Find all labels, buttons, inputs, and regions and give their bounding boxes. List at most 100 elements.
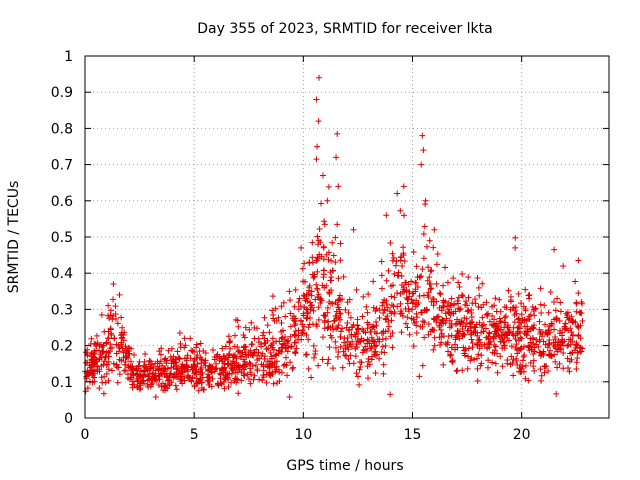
data-point xyxy=(474,342,481,349)
data-point xyxy=(311,273,318,280)
data-point xyxy=(93,332,100,339)
data-point xyxy=(258,361,265,368)
data-point xyxy=(387,308,394,315)
data-point xyxy=(546,337,553,344)
data-point xyxy=(459,367,466,374)
data-point xyxy=(173,365,180,372)
data-point xyxy=(209,346,216,353)
data-point xyxy=(372,308,379,315)
data-point xyxy=(560,350,567,357)
data-point xyxy=(576,309,583,316)
data-point xyxy=(287,297,294,304)
data-point xyxy=(320,274,327,281)
data-point xyxy=(197,376,204,383)
data-point xyxy=(306,282,313,289)
data-point xyxy=(187,335,194,342)
data-point xyxy=(222,343,229,350)
data-point xyxy=(569,332,576,339)
data-point xyxy=(442,319,449,326)
data-point xyxy=(486,329,493,336)
data-point xyxy=(267,349,274,356)
data-point xyxy=(250,376,257,383)
data-point xyxy=(235,323,242,330)
data-point xyxy=(172,382,179,389)
data-point xyxy=(334,221,341,228)
data-point xyxy=(178,365,185,372)
data-point xyxy=(572,344,579,351)
data-point xyxy=(156,373,163,380)
data-point xyxy=(364,309,371,316)
data-point xyxy=(294,336,301,343)
data-point xyxy=(233,355,240,362)
data-point xyxy=(90,351,97,358)
data-point xyxy=(224,357,231,364)
data-point xyxy=(537,349,544,356)
data-point xyxy=(202,357,209,364)
data-point xyxy=(286,393,293,400)
data-point xyxy=(389,250,396,257)
data-point xyxy=(541,302,548,309)
data-point xyxy=(416,373,423,380)
data-point xyxy=(378,258,385,265)
data-point xyxy=(147,358,154,365)
data-point xyxy=(143,366,150,373)
data-point xyxy=(251,372,258,379)
data-point xyxy=(111,335,118,342)
data-point xyxy=(509,360,516,367)
data-point xyxy=(460,330,467,337)
data-point xyxy=(430,346,437,353)
data-point xyxy=(485,364,491,371)
x-tick-label: 5 xyxy=(190,427,199,443)
data-point xyxy=(263,379,270,386)
data-point xyxy=(568,313,575,320)
data-point xyxy=(438,339,445,346)
data-point xyxy=(404,296,411,303)
data-point xyxy=(315,304,322,311)
data-point xyxy=(453,368,460,375)
data-point xyxy=(284,372,291,379)
data-point xyxy=(290,364,297,371)
data-point xyxy=(452,336,459,343)
data-point xyxy=(181,374,188,381)
data-point xyxy=(465,294,472,301)
data-point xyxy=(82,349,89,356)
data-point xyxy=(542,363,549,370)
data-point xyxy=(116,371,123,378)
data-point xyxy=(485,310,492,317)
data-point xyxy=(258,343,265,350)
data-point xyxy=(219,345,226,352)
data-point xyxy=(363,303,370,310)
data-point xyxy=(402,320,409,327)
data-point xyxy=(221,385,228,392)
data-point xyxy=(537,285,544,292)
data-point xyxy=(347,352,354,359)
data-point xyxy=(497,318,504,325)
data-point xyxy=(536,338,543,345)
data-point xyxy=(175,354,182,361)
data-point xyxy=(512,244,519,251)
data-point xyxy=(226,338,233,345)
data-point xyxy=(573,308,580,315)
data-point xyxy=(177,340,184,347)
data-point xyxy=(538,309,545,316)
data-point xyxy=(168,360,175,367)
data-point xyxy=(243,361,250,368)
data-point xyxy=(448,351,455,358)
data-point xyxy=(545,367,552,374)
data-point xyxy=(499,363,506,370)
data-point xyxy=(337,240,344,247)
data-point xyxy=(454,300,461,307)
data-point xyxy=(150,364,157,371)
data-point xyxy=(378,272,385,279)
data-point xyxy=(326,289,333,296)
data-point xyxy=(165,347,172,354)
data-point xyxy=(489,313,496,320)
data-point xyxy=(568,329,575,336)
data-point xyxy=(319,172,326,179)
data-point xyxy=(440,282,447,289)
data-point xyxy=(517,334,524,341)
data-point xyxy=(419,132,426,139)
data-point xyxy=(329,267,336,274)
data-point xyxy=(237,363,244,370)
data-point xyxy=(562,320,569,327)
